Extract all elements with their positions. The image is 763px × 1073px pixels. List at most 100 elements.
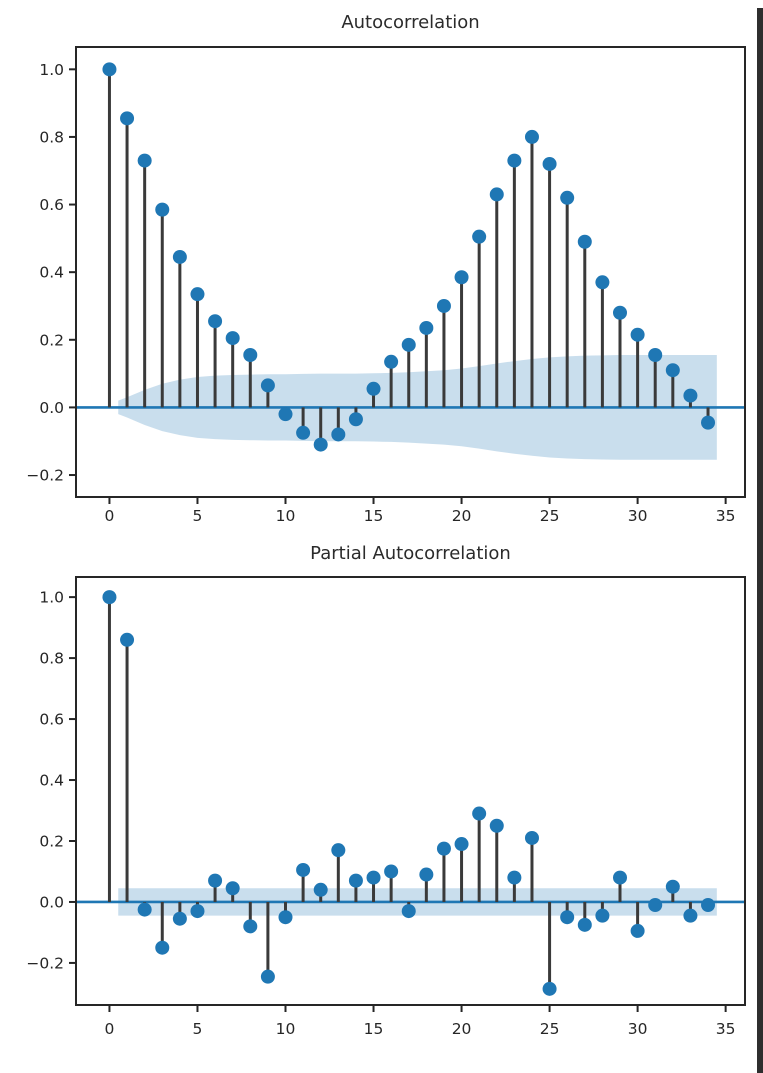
window-edge-bar [757, 8, 763, 1073]
pacf-marker [683, 908, 698, 923]
x-tick-label: 5 [193, 507, 203, 525]
acf-marker [489, 187, 504, 202]
acf-marker [613, 305, 628, 320]
pacf-marker [120, 632, 135, 647]
acf-marker [630, 327, 645, 342]
pacf-marker [208, 873, 223, 888]
pacf-marker [243, 919, 258, 934]
acf-marker [507, 153, 522, 168]
pacf-marker [172, 911, 187, 926]
y-tick-label: −0.2 [26, 954, 64, 972]
pacf-stems [107, 597, 710, 989]
y-tick-label: 0.2 [39, 832, 64, 850]
acf-marker [278, 407, 293, 422]
acf-marker [384, 354, 399, 369]
acf-marker [366, 381, 381, 396]
pacf-marker [665, 879, 680, 894]
x-tick-label: 25 [540, 1020, 560, 1038]
pacf-marker [524, 830, 539, 845]
acf-markers [102, 62, 716, 452]
acf-marker [577, 234, 592, 249]
y-tick-label: 0.2 [39, 331, 64, 349]
y-tick-label: 0.8 [39, 650, 64, 668]
acf-title: Autocorrelation [341, 12, 480, 33]
x-tick-label: 0 [105, 507, 115, 525]
pacf-y-axis: 1.0 0.8 0.6 0.4 0.2 0.0 −0.2 [26, 589, 76, 972]
y-tick-label: 1.0 [39, 589, 64, 607]
pacf-markers [102, 590, 716, 996]
acf-marker [190, 287, 205, 302]
y-tick-label: 0.6 [39, 196, 64, 214]
y-tick-label: 0.8 [39, 128, 64, 146]
acf-marker [331, 427, 346, 442]
x-tick-label: 20 [452, 1020, 472, 1038]
y-tick-label: 0.6 [39, 711, 64, 729]
pacf-marker [507, 870, 522, 885]
pacf-marker [701, 898, 716, 913]
acf-marker [348, 412, 363, 427]
acf-x-axis: 0 5 10 15 20 25 30 35 [105, 497, 736, 525]
x-tick-label: 30 [628, 1020, 648, 1038]
y-tick-label: 0.0 [39, 893, 64, 911]
acf-marker [137, 153, 152, 168]
x-tick-label: 10 [276, 1020, 296, 1038]
acf-marker [208, 314, 223, 329]
acf-marker [296, 425, 311, 440]
pacf-marker [419, 867, 434, 882]
y-tick-label: 0.4 [39, 264, 64, 282]
pacf-marker [648, 898, 663, 913]
pacf-title: Partial Autocorrelation [310, 543, 511, 564]
acf-marker [401, 337, 416, 352]
acf-marker [542, 156, 557, 171]
pacf-marker [401, 904, 416, 919]
x-tick-label: 25 [540, 507, 560, 525]
y-tick-label: 1.0 [39, 61, 64, 79]
pacf-marker [278, 910, 293, 925]
pacf-marker [348, 873, 363, 888]
pacf-marker [436, 841, 451, 856]
pacf-marker [137, 902, 152, 917]
acf-marker [701, 415, 716, 430]
acf-marker [102, 62, 117, 77]
x-tick-label: 15 [364, 507, 384, 525]
y-tick-label: 0.0 [39, 399, 64, 417]
acf-marker [560, 190, 575, 205]
pacf-marker [542, 981, 557, 996]
pacf-marker [613, 870, 628, 885]
y-tick-label: −0.2 [26, 467, 64, 485]
pacf-marker [489, 818, 504, 833]
pacf-marker [331, 843, 346, 858]
acf-marker [665, 363, 680, 378]
x-tick-label: 15 [364, 1020, 384, 1038]
pacf-marker [577, 917, 592, 932]
pacf-marker [313, 882, 328, 897]
pacf-marker [454, 837, 469, 852]
x-tick-label: 20 [452, 507, 472, 525]
x-tick-label: 30 [628, 507, 648, 525]
acf-marker [155, 202, 170, 217]
x-tick-label: 35 [716, 507, 736, 525]
acf-marker [419, 320, 434, 335]
acf-marker [436, 298, 451, 313]
acf-y-axis: 1.0 0.8 0.6 0.4 0.2 0.0 −0.2 [26, 61, 76, 485]
acf-plot: 0 5 10 15 20 25 30 35 1.0 0.8 0.6 0.4 0.2 0.0 −0.2 [26, 46, 746, 525]
pacf-plot: 0 5 10 15 20 25 30 35 1.0 0.8 0.6 0.4 0.2 0.0 −0.2 [26, 576, 746, 1038]
pacf-marker [384, 864, 399, 879]
acf-marker [313, 437, 328, 452]
acf-marker [225, 331, 240, 346]
pacf-marker [225, 881, 240, 896]
pacf-marker [155, 940, 170, 955]
x-tick-label: 0 [105, 1020, 115, 1038]
pacf-marker [190, 904, 205, 919]
acf-marker [648, 348, 663, 363]
x-tick-label: 35 [716, 1020, 736, 1038]
pacf-spines [75, 576, 746, 1006]
x-tick-label: 5 [193, 1020, 203, 1038]
acf-marker [472, 229, 487, 244]
pacf-x-axis: 0 5 10 15 20 25 30 35 [105, 1005, 736, 1038]
x-tick-label: 10 [276, 507, 296, 525]
y-tick-label: 0.4 [39, 772, 64, 790]
acf-marker [683, 388, 698, 403]
